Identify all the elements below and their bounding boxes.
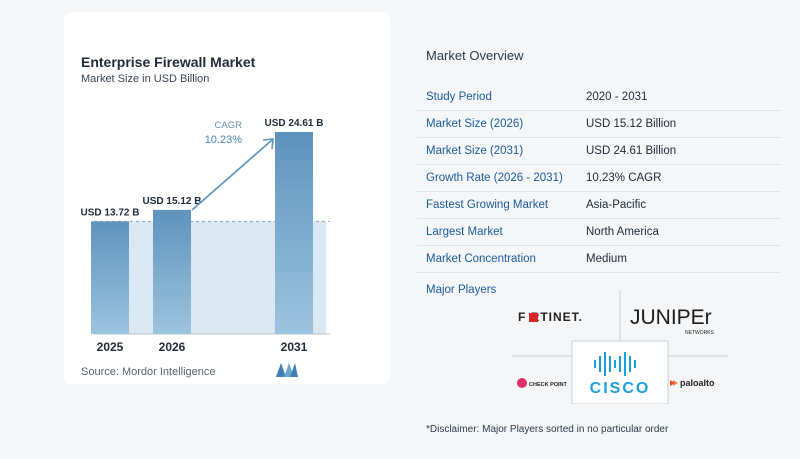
- chart-source: Source: Mordor Intelligence: [81, 366, 216, 378]
- overview-key: Market Size (2026): [426, 118, 524, 130]
- cagr-value: 10.23%: [205, 134, 243, 146]
- disclaimer: *Disclaimer: Major Players sorted in no …: [426, 424, 669, 435]
- bar: [275, 132, 313, 334]
- overview-key: Fastest Growing Market: [426, 199, 549, 211]
- paloalto-mark-icon: [670, 380, 678, 386]
- chart-title: Enterprise Firewall Market: [81, 54, 256, 70]
- cagr-arrow: [191, 139, 273, 211]
- overview-value: Asia-Pacific: [586, 199, 647, 211]
- bar-value-label: USD 13.72 B: [81, 207, 140, 218]
- overview-value: Medium: [586, 253, 627, 265]
- overview-value: North America: [586, 226, 659, 238]
- overview-row: Market Size (2031) USD 24.61 Billion: [417, 138, 781, 165]
- cagr-arrowhead-icon: [262, 138, 274, 150]
- overview-row: Study Period 2020 - 2031: [417, 84, 781, 111]
- overview-row: Largest Market North America: [417, 219, 781, 246]
- bar-value-label: USD 15.12 B: [143, 196, 202, 207]
- fortinet-mark-icon: [529, 313, 538, 322]
- bar-value-label: USD 24.61 B: [265, 118, 324, 129]
- major-players-logos: F RTINET. JUNIPEr NETWORKS CHECK POINT C…: [512, 290, 728, 404]
- bar: [153, 209, 191, 334]
- chart-subtitle: Market Size in USD Billion: [81, 73, 210, 85]
- bar: [91, 221, 129, 334]
- cisco-bars-icon: [594, 352, 636, 376]
- overview-row: Market Concentration Medium: [417, 246, 781, 273]
- juniper-logo: JUNIPEr: [630, 306, 712, 329]
- overview-key: Market Concentration: [426, 253, 536, 265]
- bar-chart: USD 13.72 B 2025 USD 15.12 B 2026 USD 24.61 …: [81, 118, 330, 354]
- checkpoint-mark-icon: [517, 378, 527, 388]
- overview-table: Study Period 2020 - 2031 Market Size (2026…: [417, 84, 781, 273]
- overview-value: 10.23% CAGR: [586, 172, 662, 184]
- overview-key: Study Period: [426, 91, 492, 103]
- overview-key: Growth Rate (2026 - 2031): [426, 172, 563, 184]
- x-tick-label: 2026: [159, 340, 186, 354]
- paloalto-logo: paloalto: [680, 378, 715, 388]
- overview-key: Largest Market: [426, 226, 503, 238]
- overview-value: USD 15.12 Billion: [586, 118, 677, 130]
- overview-row: Market Size (2026) USD 15.12 Billion: [417, 111, 781, 138]
- cisco-logo-box: [571, 340, 669, 404]
- overview-value: USD 24.61 Billion: [586, 145, 677, 157]
- mordor-logo-icon: [276, 363, 298, 377]
- overview-title: Market Overview: [426, 48, 524, 63]
- players-title: Major Players: [426, 284, 497, 296]
- checkpoint-logo: CHECK POINT: [529, 382, 568, 388]
- overview-row: Growth Rate (2026 - 2031) 10.23% CAGR: [417, 165, 781, 192]
- x-tick-label: 2025: [97, 340, 124, 354]
- juniper-sub: NETWORKS: [685, 330, 715, 336]
- fortinet-logo: F RTINET.: [518, 310, 583, 324]
- cagr-label: CAGR: [215, 120, 243, 131]
- overview-value: 2020 - 2031: [586, 91, 648, 103]
- x-tick-label: 2031: [281, 340, 308, 354]
- cisco-logo: CISCO: [590, 380, 651, 397]
- overview-row: Fastest Growing Market Asia-Pacific: [417, 192, 781, 219]
- overview-key: Market Size (2031): [426, 145, 524, 157]
- chart-card: Enterprise Firewall Market Market Size i…: [64, 12, 390, 384]
